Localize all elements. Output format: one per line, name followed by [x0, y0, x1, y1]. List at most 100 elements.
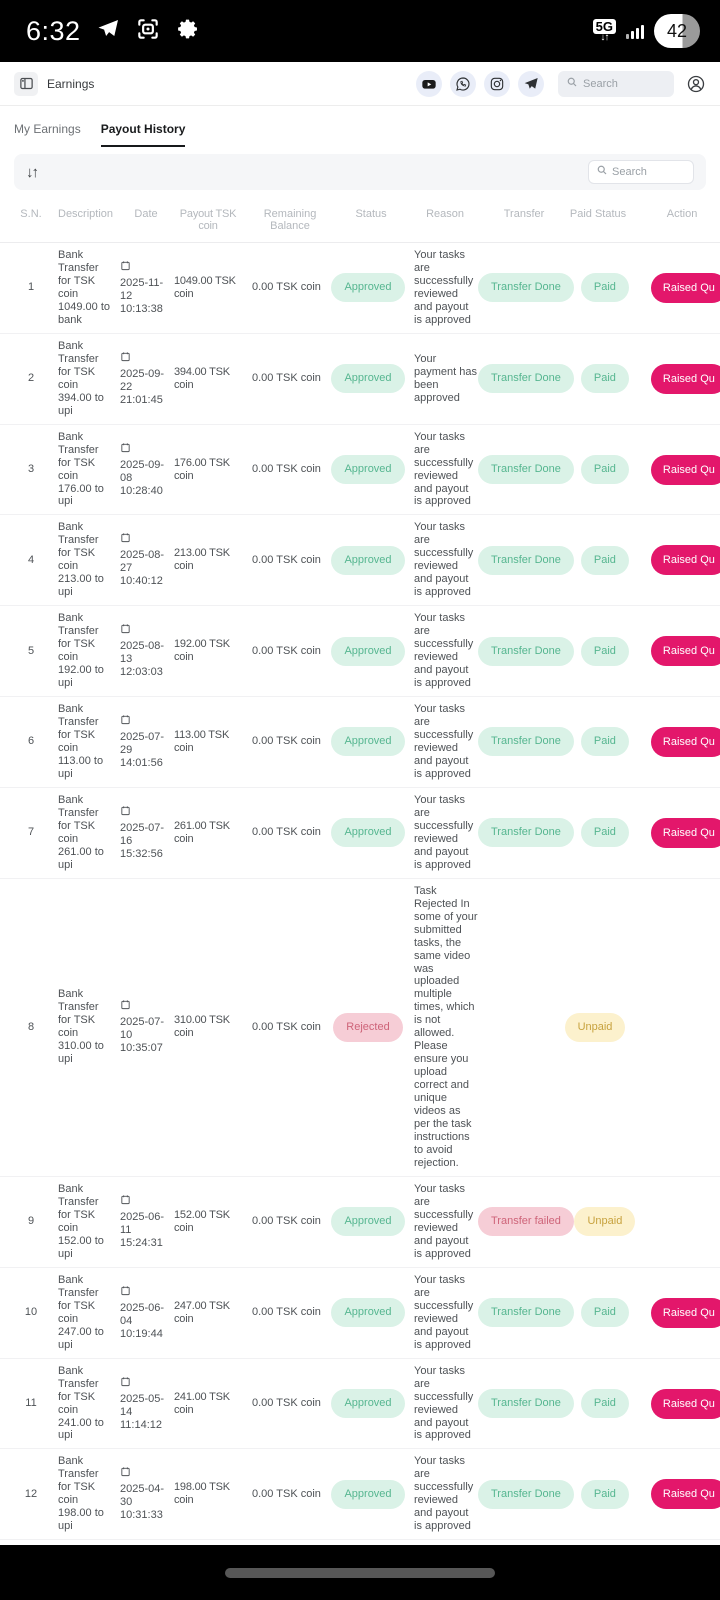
row-sn: 12: [24, 1487, 38, 1500]
row-payout: 176.00 TSK coin: [174, 456, 230, 482]
tab-payout-history[interactable]: Payout History: [100, 122, 186, 147]
row-sn: 5: [27, 644, 35, 657]
table-row: 9 Bank Transfer for TSK coin 152.00 to u…: [0, 1177, 720, 1268]
tab-my-earnings[interactable]: My Earnings: [14, 122, 81, 136]
table-body: 1 Bank Transfer for TSK coin 1049.00 to …: [0, 243, 720, 1600]
row-sn: 6: [27, 735, 35, 748]
row-description: Bank Transfer for TSK coin 241.00 to upi: [58, 1364, 104, 1442]
row-description: Bank Transfer for TSK coin 113.00 to upi: [58, 703, 104, 780]
row-description: Bank Transfer for TSK coin 213.00 to upi: [58, 521, 104, 599]
row-description: Bank Transfer for TSK coin 198.00 to upi: [58, 1455, 104, 1533]
status-badge: Approved: [331, 364, 405, 394]
row-time-value: 10:13:38: [120, 302, 163, 315]
row-time-value: 10:31:33: [120, 1509, 163, 1522]
row-sn: 9: [27, 1215, 35, 1228]
table-search-input[interactable]: [612, 166, 678, 178]
raise-query-button[interactable]: Raised Qu: [650, 817, 720, 848]
row-time-value: 12:03:03: [120, 666, 163, 679]
row-time-value: 10:40:12: [120, 575, 163, 588]
row-date-value: 2025-08-13: [120, 640, 165, 666]
telegram-icon[interactable]: [518, 70, 544, 97]
table-row: 8 Bank Transfer for TSK coin 310.00 to u…: [0, 879, 720, 1177]
calendar-icon: [120, 714, 166, 729]
row-date-value: 2025-06-04: [120, 1301, 165, 1327]
status-badge: Rejected: [333, 1012, 403, 1042]
row-date: 2025-07-16 15:32:56: [110, 799, 166, 867]
page-title: Earnings: [47, 76, 95, 91]
raise-query-button[interactable]: Raised Qu: [650, 1388, 720, 1419]
row-description: Bank Transfer for TSK coin 310.00 to upi: [58, 988, 104, 1066]
paid-status-badge: Paid: [580, 727, 629, 757]
calendar-icon: [120, 1194, 166, 1209]
row-sn: 4: [27, 553, 35, 566]
data-arrows-icon: ↓↑: [600, 32, 609, 43]
payout-table: S.N. Description Date Payout TSK coin Re…: [0, 198, 720, 1600]
row-date: 2025-07-29 14:01:56: [110, 708, 166, 776]
row-date-value: 2025-09-08: [120, 458, 165, 484]
raise-query-button[interactable]: Raised Qu: [650, 1297, 720, 1328]
row-sn: 1: [27, 281, 35, 294]
col-reason: Reason: [426, 208, 464, 220]
row-remaining: 0.00 TSK coin: [252, 1020, 321, 1033]
raise-query-button[interactable]: Raised Qu: [650, 454, 720, 485]
row-remaining: 0.00 TSK coin: [252, 826, 321, 839]
calendar-icon: [120, 1285, 166, 1300]
row-date: 2025-08-27 10:40:12: [110, 526, 166, 594]
table-row: 11 Bank Transfer for TSK coin 241.00 to …: [0, 1359, 720, 1450]
row-payout: 241.00 TSK coin: [174, 1390, 230, 1416]
raise-query-button[interactable]: Raised Qu: [650, 726, 720, 757]
header-search-input[interactable]: [583, 77, 653, 90]
table-toolbar: ↓↑: [14, 154, 706, 190]
table-row: 12 Bank Transfer for TSK coin 198.00 to …: [0, 1449, 720, 1541]
profile-button[interactable]: [686, 74, 706, 94]
row-time-value: 21:01:45: [120, 393, 163, 406]
paid-status-badge: Paid: [580, 273, 629, 303]
gesture-handle[interactable]: [225, 1567, 495, 1578]
screenshot-icon: [135, 16, 161, 47]
row-time-value: 10:19:44: [120, 1327, 163, 1340]
row-date-value: 2025-07-16: [120, 821, 165, 847]
row-remaining: 0.00 TSK coin: [252, 1397, 321, 1410]
table-row: 2 Bank Transfer for TSK coin 394.00 to u…: [0, 334, 720, 425]
row-payout: 310.00 TSK coin: [174, 1014, 230, 1040]
signal-strength-icon: [626, 23, 644, 39]
app-header: Earnings: [0, 62, 720, 106]
table-row: 7 Bank Transfer for TSK coin 261.00 to u…: [0, 788, 720, 879]
calendar-icon: [120, 623, 166, 638]
row-date: 2025-04-30 10:31:33: [110, 1460, 166, 1528]
raise-query-button[interactable]: Raised Qu: [650, 636, 720, 667]
youtube-icon[interactable]: [416, 70, 442, 97]
table-search[interactable]: [588, 160, 694, 184]
paid-status-badge: Paid: [580, 455, 629, 485]
row-date-value: 2025-07-29: [120, 731, 165, 756]
instagram-icon[interactable]: [484, 70, 510, 97]
raise-query-button[interactable]: Raised Qu: [650, 545, 720, 576]
transfer-badge: Transfer Done: [478, 1298, 574, 1328]
col-remaining: Remaining Balance: [263, 208, 317, 232]
row-reason: Your tasks are successfully reviewed and…: [414, 249, 474, 326]
raise-query-button[interactable]: Raised Qu: [650, 272, 720, 303]
raise-query-button[interactable]: Raised Qu: [650, 363, 720, 394]
row-reason: Your tasks are successfully reviewed and…: [414, 521, 474, 599]
row-date: 2025-09-22 21:01:45: [110, 345, 166, 413]
row-date: 2025-07-10 10:35:07: [110, 993, 166, 1061]
row-reason: Your tasks are successfully reviewed and…: [414, 1455, 474, 1533]
sort-icon[interactable]: ↓↑: [26, 163, 39, 181]
row-time-value: 10:35:07: [120, 1042, 163, 1055]
row-date-value: 2025-09-22: [120, 367, 165, 393]
col-transfer: Transfer: [503, 208, 545, 220]
row-date: 2025-05-14 11:14:12: [110, 1370, 166, 1438]
sidebar-toggle-button[interactable]: [14, 71, 38, 96]
header-search[interactable]: [558, 70, 674, 97]
row-time-value: 14:01:56: [120, 756, 163, 769]
row-remaining: 0.00 TSK coin: [252, 372, 321, 385]
status-badge: Approved: [331, 1389, 405, 1419]
table-row: 6 Bank Transfer for TSK coin 113.00 to u…: [0, 697, 720, 788]
battery-indicator: 42: [654, 14, 700, 48]
row-payout: 394.00 TSK coin: [174, 365, 230, 391]
row-payout: 247.00 TSK coin: [174, 1299, 230, 1325]
row-reason: Your tasks are successfully reviewed and…: [414, 430, 474, 508]
whatsapp-icon[interactable]: [450, 70, 476, 97]
raise-query-button[interactable]: Raised Qu: [650, 1479, 720, 1510]
row-date-value: 2025-08-27: [120, 549, 165, 575]
